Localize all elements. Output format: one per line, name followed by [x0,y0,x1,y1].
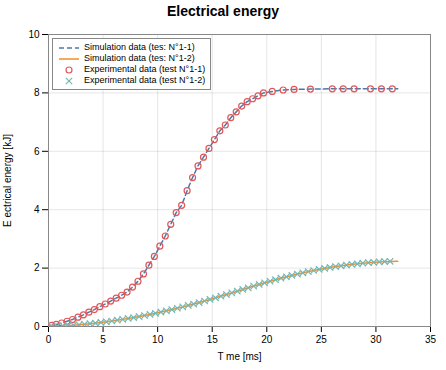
svg-text:4: 4 [34,204,40,215]
svg-text:2: 2 [34,262,40,273]
svg-text:8: 8 [34,87,40,98]
html-text:Electrical energy: Electrical energy [167,3,279,19]
html-text:Simulation data (tes: N°1-1): Simulation data (tes: N°1-1) [84,42,195,52]
svg-text:20: 20 [261,334,273,345]
svg-text:0: 0 [46,334,52,345]
svg-text:35: 35 [425,334,437,345]
svg-text:5: 5 [100,334,106,345]
html-text:Experimental data (test N°1-1): Experimental data (test N°1-1) [84,64,206,74]
svg-text:0: 0 [34,321,40,332]
svg-text:30: 30 [370,334,382,345]
svg-text:6: 6 [34,146,40,157]
svg-text:15: 15 [207,334,219,345]
svg-text:E ectrical energy [kJ]: E ectrical energy [kJ] [2,134,13,227]
svg-text:10: 10 [28,29,40,40]
svg-text:10: 10 [152,334,164,345]
html-text:Simulation data (tes: N°1-2): Simulation data (tes: N°1-2) [84,53,195,63]
html-text:Experimental data (test N°1-2): Experimental data (test N°1-2) [84,75,206,85]
svg-text:25: 25 [316,334,328,345]
svg-text:T me [ms]: T me [ms] [217,351,261,362]
